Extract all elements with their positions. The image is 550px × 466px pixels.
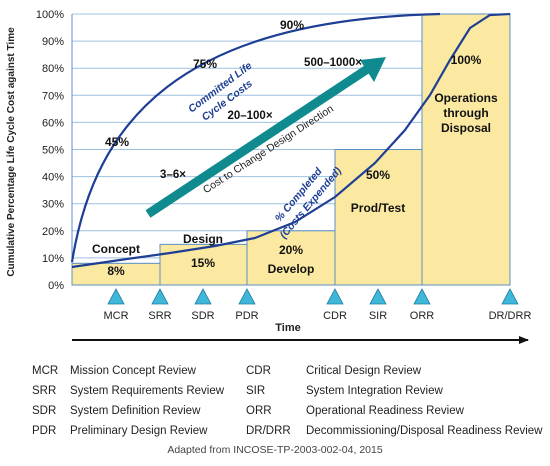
phase-bar bbox=[246, 230, 336, 286]
milestone-marker bbox=[413, 288, 431, 305]
y-tick-label: 80% bbox=[42, 63, 64, 75]
milestone-label: SIR bbox=[369, 310, 387, 322]
x-axis-label: Time bbox=[275, 322, 300, 334]
phase-name-label: Design bbox=[183, 232, 223, 246]
phase-value-label: 100% bbox=[451, 53, 482, 67]
milestone-marker bbox=[326, 288, 344, 305]
y-tick-label: 40% bbox=[42, 172, 64, 184]
legend-text: Preliminary Design Review bbox=[70, 425, 208, 437]
y-tick-label: 10% bbox=[42, 253, 64, 265]
phase-value-label: 8% bbox=[107, 264, 125, 278]
legend-text: Mission Concept Review bbox=[70, 365, 196, 377]
y-tick-label: 60% bbox=[42, 117, 64, 129]
phase-value-label: 50% bbox=[366, 168, 390, 182]
legend-text: Operational Readiness Review bbox=[306, 405, 464, 417]
milestone-marker bbox=[107, 288, 125, 305]
y-axis-label: Cumulative Percentage Life Cycle Cost ag… bbox=[6, 27, 17, 277]
cost-to-change-arrow bbox=[145, 62, 375, 218]
legend-abbr: SIR bbox=[246, 385, 266, 397]
milestone-label: ORR bbox=[410, 310, 435, 322]
milestone-marker bbox=[369, 288, 387, 305]
legend-abbr: SDR bbox=[32, 405, 57, 417]
chart-svg: 0%10%20%30%40%50%60%70%80%90%100% Cost t… bbox=[6, 9, 532, 344]
phase-value-label: 20% bbox=[279, 243, 303, 257]
legend-abbr: CDR bbox=[246, 365, 271, 377]
phase-name-label: Concept bbox=[92, 242, 140, 256]
committed-annotation: 90% bbox=[280, 18, 304, 32]
legend-text: System Requirements Review bbox=[70, 385, 225, 397]
milestone-marker bbox=[151, 288, 169, 305]
milestone-marker bbox=[194, 288, 212, 305]
milestone-marker bbox=[501, 288, 519, 305]
committed-annotation: 45% bbox=[105, 135, 129, 149]
y-tick-label: 90% bbox=[42, 36, 64, 48]
committed-annotation: 75% bbox=[193, 57, 217, 71]
milestone-label: CDR bbox=[323, 310, 347, 322]
y-tick-label: 30% bbox=[42, 199, 64, 211]
y-tick-label: 20% bbox=[42, 226, 64, 238]
phase-value-label: 15% bbox=[191, 256, 215, 270]
y-tick-label: 50% bbox=[42, 145, 64, 157]
legend-text: System Integration Review bbox=[306, 385, 443, 397]
y-tick-label: 0% bbox=[48, 280, 64, 292]
phase-name-label: Operations bbox=[434, 91, 498, 105]
y-tick-label: 70% bbox=[42, 90, 64, 102]
y-tick-label: 100% bbox=[36, 9, 64, 21]
phase-name-label: Develop bbox=[268, 262, 315, 276]
phase-name-label: Prod/Test bbox=[351, 201, 405, 215]
phase-name-label: through bbox=[443, 106, 488, 120]
legend-text: Critical Design Review bbox=[306, 365, 422, 377]
phase-bar bbox=[334, 149, 423, 286]
cost-multiplier: 20–100× bbox=[227, 110, 272, 122]
cost-to-change-arrowhead bbox=[360, 57, 386, 82]
source-note: Adapted from INCOSE-TP-2003-002-04, 2015 bbox=[167, 444, 383, 456]
legend-abbr: MCR bbox=[32, 365, 59, 377]
milestone-label: SDR bbox=[191, 310, 214, 322]
committed-curve bbox=[70, 12, 441, 263]
cost-multiplier: 3–6× bbox=[160, 169, 186, 181]
legend-abbr: SRR bbox=[32, 385, 57, 397]
milestone-label: DR/DRR bbox=[489, 310, 532, 322]
phase-name-label: Disposal bbox=[441, 121, 491, 135]
milestone-marker bbox=[238, 288, 256, 305]
phase-bar bbox=[421, 13, 511, 286]
expended-curve bbox=[71, 12, 511, 269]
milestone-label: PDR bbox=[235, 310, 258, 322]
legend-abbr: ORR bbox=[246, 405, 272, 417]
legend-text: System Definition Review bbox=[70, 405, 201, 417]
milestone-label: SRR bbox=[148, 310, 171, 322]
legend-abbr: PDR bbox=[32, 425, 57, 437]
legend-text: Decommissioning/Disposal Readiness Revie… bbox=[306, 425, 543, 437]
cost-multiplier: 500–1000× bbox=[304, 57, 362, 69]
legend-abbr: DR/DRR bbox=[246, 425, 291, 437]
milestone-label: MCR bbox=[103, 310, 128, 322]
